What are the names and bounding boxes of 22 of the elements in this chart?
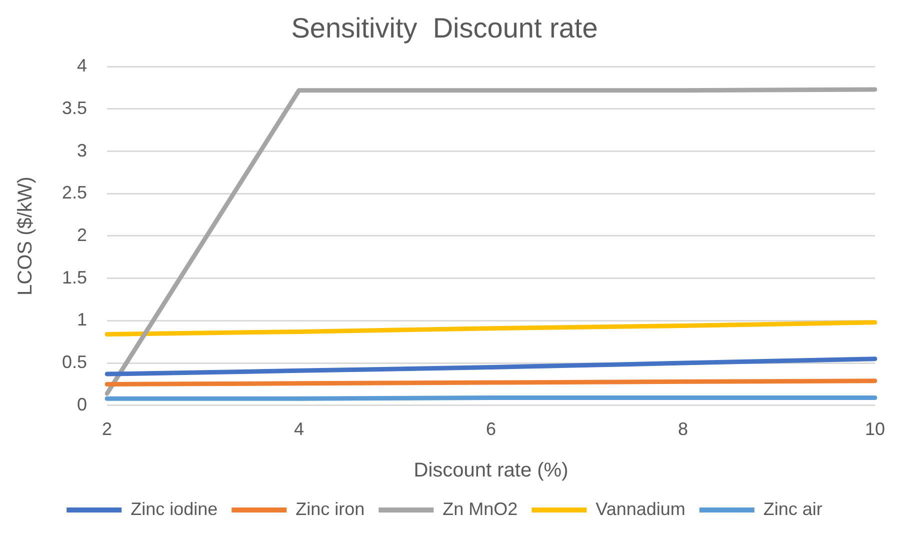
- y-axis-title: LCOS ($/kW): [14, 176, 37, 296]
- legend-label: Zn MnO2: [442, 498, 518, 519]
- y-tick-label: 2.5: [62, 182, 88, 203]
- x-tick-label: 10: [864, 419, 886, 440]
- x-tick-label: 8: [678, 419, 688, 440]
- y-tick-label: 1.5: [62, 267, 88, 288]
- legend-label: Vannadium: [596, 498, 686, 519]
- chart-title: Sensitivity Discount rate: [291, 12, 598, 44]
- x-tick-label: 2: [102, 419, 112, 440]
- y-tick-label: 0: [77, 394, 88, 414]
- legend-label: Zinc air: [763, 498, 822, 519]
- y-tick-label: 4: [77, 56, 88, 76]
- y-tick-label: 1: [77, 310, 88, 330]
- x-tick-label: 4: [294, 419, 304, 440]
- y-tick-label: 0.5: [62, 352, 88, 372]
- x-tick-label: 6: [486, 419, 496, 440]
- legend-label: Zinc iron: [296, 498, 365, 519]
- y-tick-label: 3: [77, 140, 88, 160]
- legend-label: Zinc iodine: [130, 498, 218, 519]
- x-axis-title: Discount rate (%): [414, 460, 568, 482]
- y-tick-label: 3.5: [62, 98, 88, 118]
- y-tick-label: 2: [77, 224, 88, 245]
